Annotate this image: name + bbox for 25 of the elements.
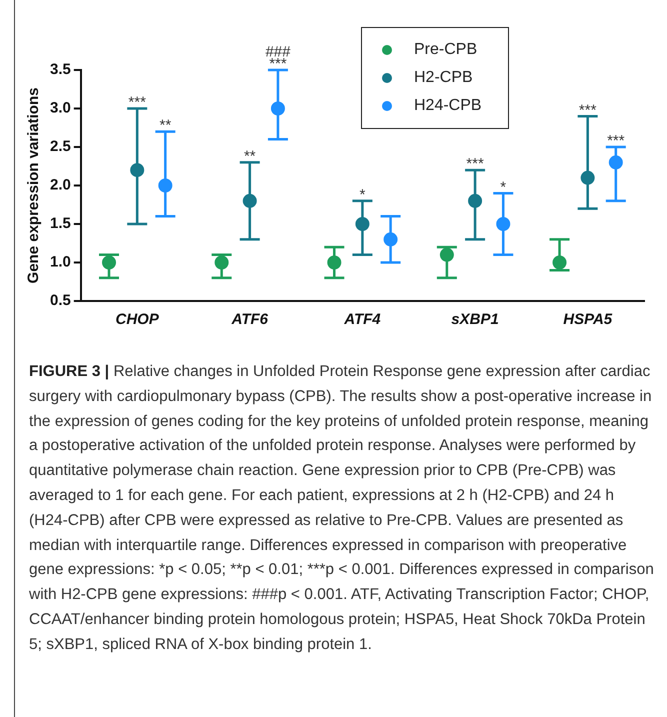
annotation: *** [128, 94, 146, 112]
annotation: ** [159, 117, 172, 134]
y-tick-label: 1.0 [50, 254, 71, 271]
legend-label: Pre-CPB [414, 41, 478, 59]
y-tick-label: 0.5 [50, 292, 71, 310]
annotation: *** [607, 132, 625, 150]
y-tick-label: 3.5 [50, 61, 71, 78]
x-tick-label: ATF4 [343, 311, 382, 328]
annotation: *** [578, 102, 597, 119]
annotation: * [360, 186, 366, 204]
x-tick-label: ATF6 [230, 311, 269, 328]
legend-label: H24-CPB [414, 97, 482, 115]
x-tick-label: HSPA5 [563, 311, 613, 328]
text: FIGURE 3 | [29, 363, 110, 380]
y-tick-label: 2.0 [50, 176, 71, 194]
x-tick-label: sXBP1 [451, 311, 499, 328]
y-tick-label: 2.5 [50, 138, 71, 156]
annotation: ** [244, 148, 256, 166]
annotation: *** [466, 156, 484, 173]
y-axis-title: Gene expression variations [25, 88, 42, 284]
legend-label: H2-CPB [414, 69, 473, 87]
y-tick-label: 1.5 [50, 215, 71, 232]
annotation: * [500, 178, 506, 196]
x-tick-label: CHOP [115, 311, 160, 328]
y-tick-label: 3.0 [50, 100, 71, 117]
